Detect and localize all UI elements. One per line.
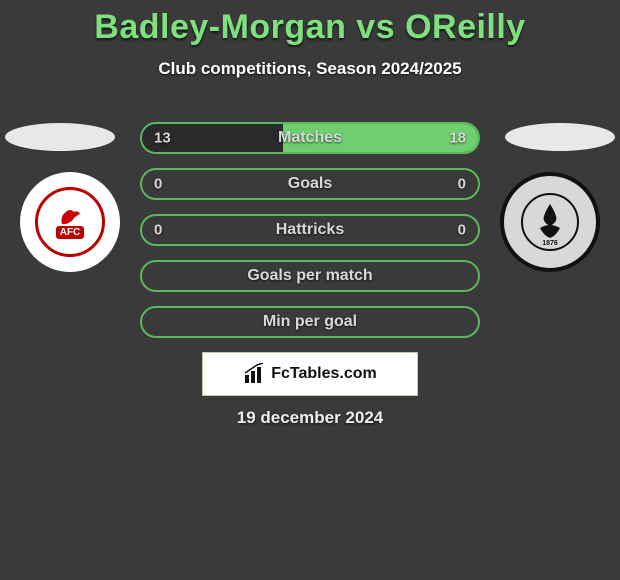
rooster-icon (56, 206, 84, 226)
stat-value-right: 0 (458, 176, 466, 193)
club-year-right: 1876 (542, 240, 558, 247)
stat-value-right: 0 (458, 222, 466, 239)
stat-row: 13 18 Matches (140, 122, 480, 154)
stat-value-left: 0 (154, 176, 162, 193)
stat-label: Matches (278, 129, 342, 147)
thistle-icon: 1876 (520, 192, 580, 252)
page-title: Badley-Morgan vs OReilly (0, 0, 620, 47)
subtitle: Club competitions, Season 2024/2025 (0, 59, 620, 79)
brand-text: FcTables.com (271, 365, 377, 383)
bars-icon (243, 363, 269, 385)
date-text: 19 december 2024 (0, 408, 620, 428)
airdrieonians-badge: AFC (20, 172, 120, 272)
stat-value-left: 13 (154, 130, 171, 147)
stat-row: 0 0 Hattricks (140, 214, 480, 246)
stat-label: Goals per match (247, 267, 372, 285)
brand-box: FcTables.com (202, 352, 418, 396)
stat-row: Goals per match (140, 260, 480, 292)
stat-label: Hattricks (276, 221, 344, 239)
stat-row: Min per goal (140, 306, 480, 338)
stat-value-right: 18 (449, 130, 466, 147)
club-label-left: AFC (56, 226, 85, 239)
player-photo-right (505, 123, 615, 151)
partick-thistle-badge: 1876 (500, 172, 600, 272)
stat-label: Goals (288, 175, 332, 193)
stat-label: Min per goal (263, 313, 357, 331)
stats-panel: 13 18 Matches 0 0 Goals 0 0 Hattricks Goals per m… (140, 122, 480, 352)
stat-value-left: 0 (154, 222, 162, 239)
stat-row: 0 0 Goals (140, 168, 480, 200)
player-photo-left (5, 123, 115, 151)
